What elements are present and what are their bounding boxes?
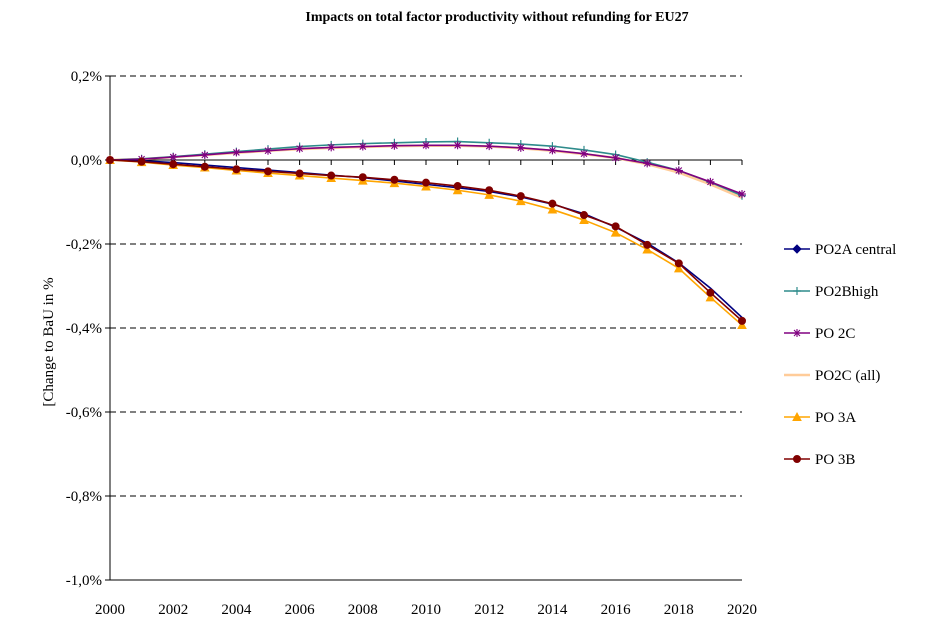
marker-circle xyxy=(232,165,241,174)
legend-item: PO2A central xyxy=(784,242,896,258)
marker-triangle xyxy=(705,292,716,302)
y-tick-label: -1,0% xyxy=(66,573,102,589)
marker-star xyxy=(264,146,272,155)
marker-star xyxy=(358,142,367,151)
marker-star xyxy=(295,144,304,153)
x-tick-label: 2016 xyxy=(601,602,632,618)
x-tick-label: 2020 xyxy=(727,602,757,618)
marker-star xyxy=(327,143,336,152)
legend-label: PO 3A xyxy=(815,410,856,426)
x-tick-label: 2012 xyxy=(474,602,504,618)
marker-circle xyxy=(643,240,652,249)
y-tick-label: 0,0% xyxy=(71,153,102,169)
marker-diamond xyxy=(792,244,802,254)
marker-star xyxy=(390,141,399,150)
marker-star xyxy=(793,329,801,337)
y-tick-label: -0,8% xyxy=(66,489,102,505)
series-po-2c xyxy=(106,141,746,199)
y-tick-label: -0,2% xyxy=(66,237,102,253)
legend: PO2A central PO2Bhigh PO 2C PO2C (all) PO 3A… xyxy=(784,242,896,468)
x-tick-label: 2014 xyxy=(537,602,568,618)
x-tick-label: 2006 xyxy=(285,602,316,618)
legend-item: PO 2C xyxy=(784,326,855,342)
gridlines xyxy=(110,75,742,497)
x-tick-label: 2008 xyxy=(348,602,378,618)
marker-circle xyxy=(793,455,801,463)
x-tick-label: 2004 xyxy=(221,602,252,618)
marker-circle xyxy=(611,222,620,231)
y-tick-label: -0,6% xyxy=(66,405,102,421)
legend-label: PO2A central xyxy=(815,242,896,258)
marker-triangle xyxy=(610,227,621,237)
marker-star xyxy=(548,146,557,155)
marker-circle xyxy=(516,192,525,201)
marker-star xyxy=(516,143,525,152)
chart-title: Impacts on total factor productivity wit… xyxy=(305,10,688,25)
x-tick-label: 2018 xyxy=(664,602,694,618)
legend-label: PO 2C xyxy=(815,326,855,342)
legend-label: PO 3B xyxy=(815,452,855,468)
marker-circle xyxy=(169,160,178,169)
marker-star xyxy=(422,141,430,150)
marker-triangle xyxy=(484,189,495,199)
marker-triangle xyxy=(547,204,558,214)
marker-circle xyxy=(453,182,462,191)
y-tick-label: -0,4% xyxy=(66,321,102,337)
marker-circle xyxy=(358,173,367,182)
marker-circle xyxy=(106,156,114,164)
marker-triangle xyxy=(792,411,802,421)
marker-star xyxy=(200,150,209,159)
marker-circle xyxy=(422,178,430,187)
marker-circle xyxy=(200,162,209,171)
x-tick-label: 2010 xyxy=(411,602,441,618)
x-tick-label: 2002 xyxy=(158,602,188,618)
marker-star xyxy=(674,166,683,175)
marker-star xyxy=(453,141,462,150)
legend-label: PO2Bhigh xyxy=(815,284,879,300)
legend-label: PO2C (all) xyxy=(815,368,880,384)
y-axis-label: [Change to BaU in % xyxy=(41,277,57,406)
marker-circle xyxy=(390,175,399,184)
marker-circle xyxy=(706,288,715,297)
legend-item: PO2Bhigh xyxy=(784,284,879,300)
marker-circle xyxy=(674,259,683,268)
axes: 0,2% 0,0% -0,2% -0,4% -0,6% -0,8% -1,0% 2000 200… xyxy=(66,69,757,618)
legend-item: PO 3A xyxy=(784,410,856,426)
legend-item: PO2C (all) xyxy=(784,368,880,384)
series-group xyxy=(105,137,747,330)
marker-star xyxy=(611,153,620,162)
marker-triangle xyxy=(673,263,684,273)
marker-triangle xyxy=(642,244,653,254)
marker-triangle xyxy=(579,214,589,225)
marker-star xyxy=(169,153,178,162)
marker-circle xyxy=(137,157,146,166)
marker-circle xyxy=(295,169,304,178)
marker-circle xyxy=(738,316,746,325)
marker-star xyxy=(738,190,746,199)
series-po-3b xyxy=(106,156,746,325)
marker-star xyxy=(706,177,715,186)
marker-circle xyxy=(264,167,272,176)
marker-star xyxy=(580,149,588,158)
marker-star xyxy=(485,142,494,151)
marker-triangle xyxy=(515,196,526,206)
y-tick-label: 0,2% xyxy=(71,69,102,85)
marker-star xyxy=(232,148,241,157)
marker-circle xyxy=(548,199,557,208)
marker-circle xyxy=(327,171,336,180)
marker-plus xyxy=(793,287,801,295)
marker-circle xyxy=(485,186,494,195)
marker-star xyxy=(643,159,652,168)
legend-item: PO 3B xyxy=(784,452,855,468)
x-tick-label: 2000 xyxy=(95,602,125,618)
marker-circle xyxy=(580,211,588,220)
